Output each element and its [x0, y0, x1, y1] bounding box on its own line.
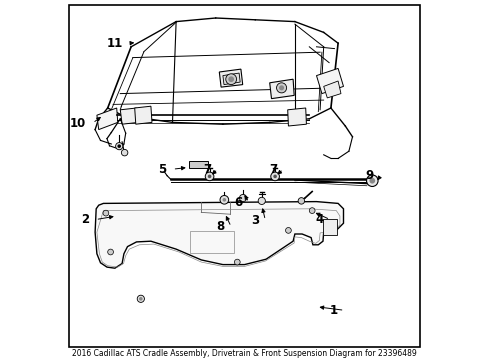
- Circle shape: [220, 195, 228, 204]
- Circle shape: [298, 198, 304, 204]
- Polygon shape: [95, 202, 343, 268]
- Polygon shape: [316, 68, 343, 94]
- Bar: [322, 219, 336, 235]
- Circle shape: [107, 249, 113, 255]
- Text: 5: 5: [158, 163, 166, 176]
- Text: 7: 7: [203, 163, 211, 176]
- Circle shape: [225, 74, 236, 85]
- Circle shape: [117, 144, 121, 148]
- Circle shape: [139, 297, 142, 301]
- Circle shape: [121, 149, 127, 156]
- Circle shape: [273, 175, 276, 178]
- Text: 3: 3: [250, 214, 258, 227]
- Text: 9: 9: [365, 169, 373, 182]
- Circle shape: [103, 210, 108, 216]
- Circle shape: [207, 175, 211, 178]
- Polygon shape: [120, 108, 138, 124]
- Polygon shape: [287, 108, 306, 126]
- Text: 7: 7: [268, 163, 276, 176]
- Text: 1: 1: [329, 304, 337, 317]
- Circle shape: [239, 194, 246, 202]
- Text: 8: 8: [216, 220, 224, 233]
- Circle shape: [205, 172, 213, 181]
- Circle shape: [234, 259, 240, 265]
- Bar: [190, 231, 233, 253]
- Text: 2: 2: [81, 213, 89, 226]
- Bar: [188, 161, 208, 168]
- Polygon shape: [269, 79, 294, 99]
- Circle shape: [222, 198, 225, 202]
- Circle shape: [285, 228, 291, 233]
- Circle shape: [228, 76, 234, 82]
- Circle shape: [137, 295, 144, 302]
- Circle shape: [258, 197, 265, 204]
- Polygon shape: [323, 81, 340, 98]
- Polygon shape: [134, 106, 152, 124]
- Text: 6: 6: [234, 196, 242, 209]
- Circle shape: [270, 172, 279, 181]
- Text: 2016 Cadillac ATS Cradle Assembly, Drivetrain & Front Suspension Diagram for 233: 2016 Cadillac ATS Cradle Assembly, Drive…: [72, 349, 416, 358]
- Circle shape: [115, 143, 122, 150]
- Circle shape: [276, 83, 286, 93]
- Circle shape: [309, 208, 314, 213]
- Text: 11: 11: [107, 37, 123, 50]
- Text: 4: 4: [315, 213, 323, 226]
- Polygon shape: [97, 108, 118, 130]
- Circle shape: [368, 178, 374, 184]
- Circle shape: [279, 85, 284, 90]
- Polygon shape: [219, 69, 242, 87]
- Polygon shape: [223, 73, 240, 85]
- Text: 10: 10: [70, 117, 86, 130]
- Circle shape: [366, 175, 377, 186]
